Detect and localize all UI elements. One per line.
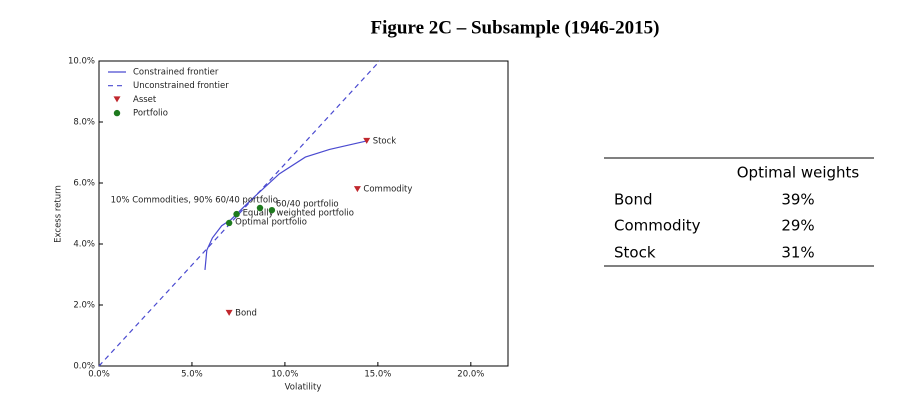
point-label: 10% Commodities, 90% 60/40 portfolio (111, 196, 278, 206)
y-tick-label: 10.0% (68, 57, 95, 67)
y-tick-label: 2.0% (73, 301, 95, 311)
plot-frame (98, 60, 509, 367)
point-label: Stock (373, 136, 397, 146)
x-tick-label: 5.0% (181, 370, 203, 380)
point-label: 60/40 portfolio (276, 200, 339, 210)
point-label: Commodity (363, 185, 412, 195)
table-header: Optimal weights (737, 164, 860, 182)
x-tick-label: 20.0% (457, 370, 484, 380)
x-tick-label: 10.0% (271, 370, 298, 380)
y-axis-label: Excess return (54, 185, 64, 243)
legend-label: Asset (133, 95, 157, 105)
point (353, 186, 361, 193)
table-cell: Commodity (614, 217, 701, 235)
point (233, 210, 240, 218)
legend-label: Portfolio (133, 109, 168, 119)
table-cell: Bond (614, 191, 653, 209)
y-tick-label: 4.0% (73, 240, 95, 250)
y-tick-label: 8.0% (73, 118, 95, 128)
x-axis-label: Volatility (285, 383, 322, 393)
table-cell: 39% (781, 191, 814, 209)
point-label: Equally weighted portfolio (243, 209, 354, 219)
x-tick-label: 15.0% (364, 370, 391, 380)
point-label: Bond (235, 308, 257, 318)
legend-symbol (113, 96, 121, 103)
y-tick-label: 6.0% (73, 179, 95, 189)
table-cell: 31% (781, 244, 814, 262)
point (256, 204, 264, 212)
table-cell: 29% (781, 217, 814, 235)
legend-symbol (113, 109, 121, 117)
point (225, 309, 233, 316)
point (363, 137, 371, 144)
legend-label: Unconstrained frontier (133, 81, 229, 91)
y-tick-label: 0.0% (73, 362, 95, 372)
point (268, 206, 276, 214)
table-cell: Stock (614, 244, 656, 262)
x-tick-label: 0.0% (88, 370, 110, 380)
legend-label: Constrained frontier (133, 68, 219, 78)
point-label: Optimal portfolio (235, 217, 307, 227)
frontier-line (204, 140, 367, 270)
figure-title: Figure 2C – Subsample (1946-2015) (371, 17, 660, 38)
point (225, 219, 233, 227)
